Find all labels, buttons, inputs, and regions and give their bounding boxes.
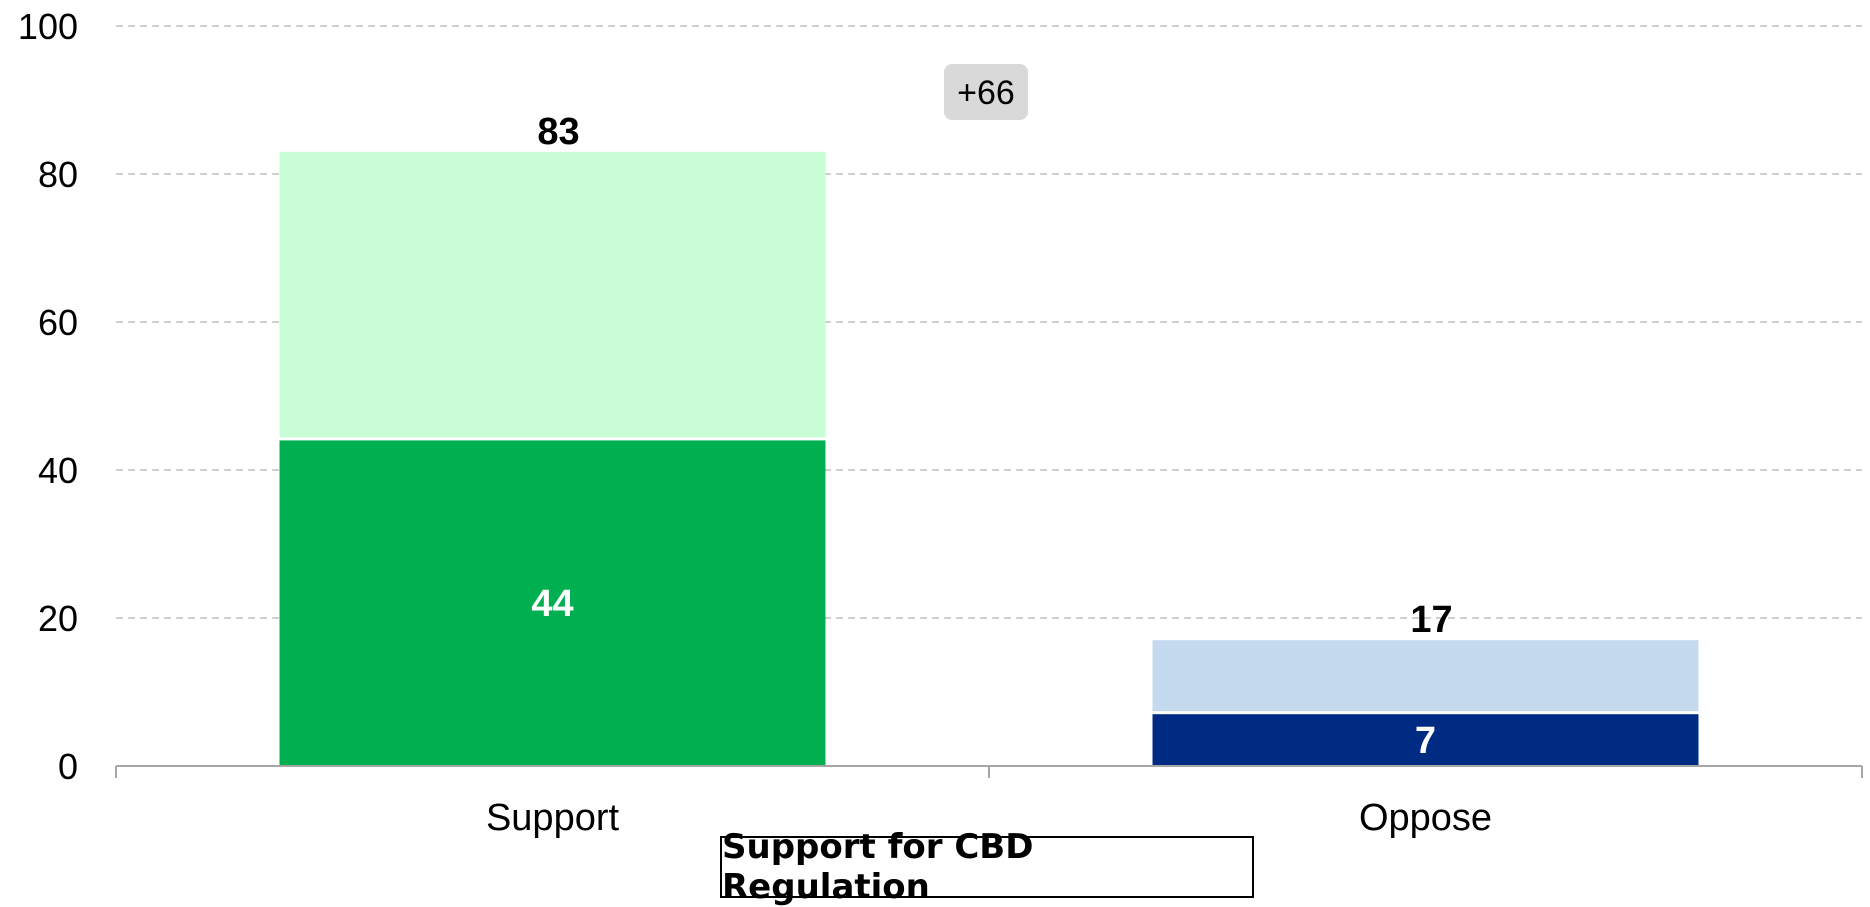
y-axis-ticks: 0 20 40 60 80 100: [18, 6, 78, 787]
y-tick-label: 100: [18, 6, 78, 47]
x-category-label: Oppose: [1359, 797, 1492, 839]
y-tick-label: 60: [38, 302, 78, 343]
bar-segment-oppose-2: [1152, 640, 1699, 712]
total-value-label: 83: [537, 111, 579, 153]
y-tick-label: 40: [38, 450, 78, 491]
bar-segment-support-1: [279, 440, 826, 766]
x-category-label: Support: [486, 797, 620, 839]
y-tick-label: 0: [58, 746, 78, 787]
data-labels: 44 83 7 17: [531, 111, 1452, 762]
net-badge-box: [944, 64, 1028, 120]
chart-title: Support for CBD Regulation: [720, 827, 1254, 907]
total-value-label: 17: [1410, 599, 1452, 641]
bar-segment-support-2: [279, 151, 826, 438]
segment-value-label: 44: [531, 583, 573, 625]
net-badge: +66: [944, 64, 1028, 120]
x-axis: Support Oppose: [115, 765, 1863, 839]
bars: [279, 151, 1699, 766]
y-tick-label: 20: [38, 598, 78, 639]
y-tick-label: 80: [38, 154, 78, 195]
net-badge-label: +66: [957, 74, 1015, 112]
bar-segment-oppose-1: [1152, 714, 1699, 766]
segment-value-label: 7: [1415, 720, 1436, 762]
